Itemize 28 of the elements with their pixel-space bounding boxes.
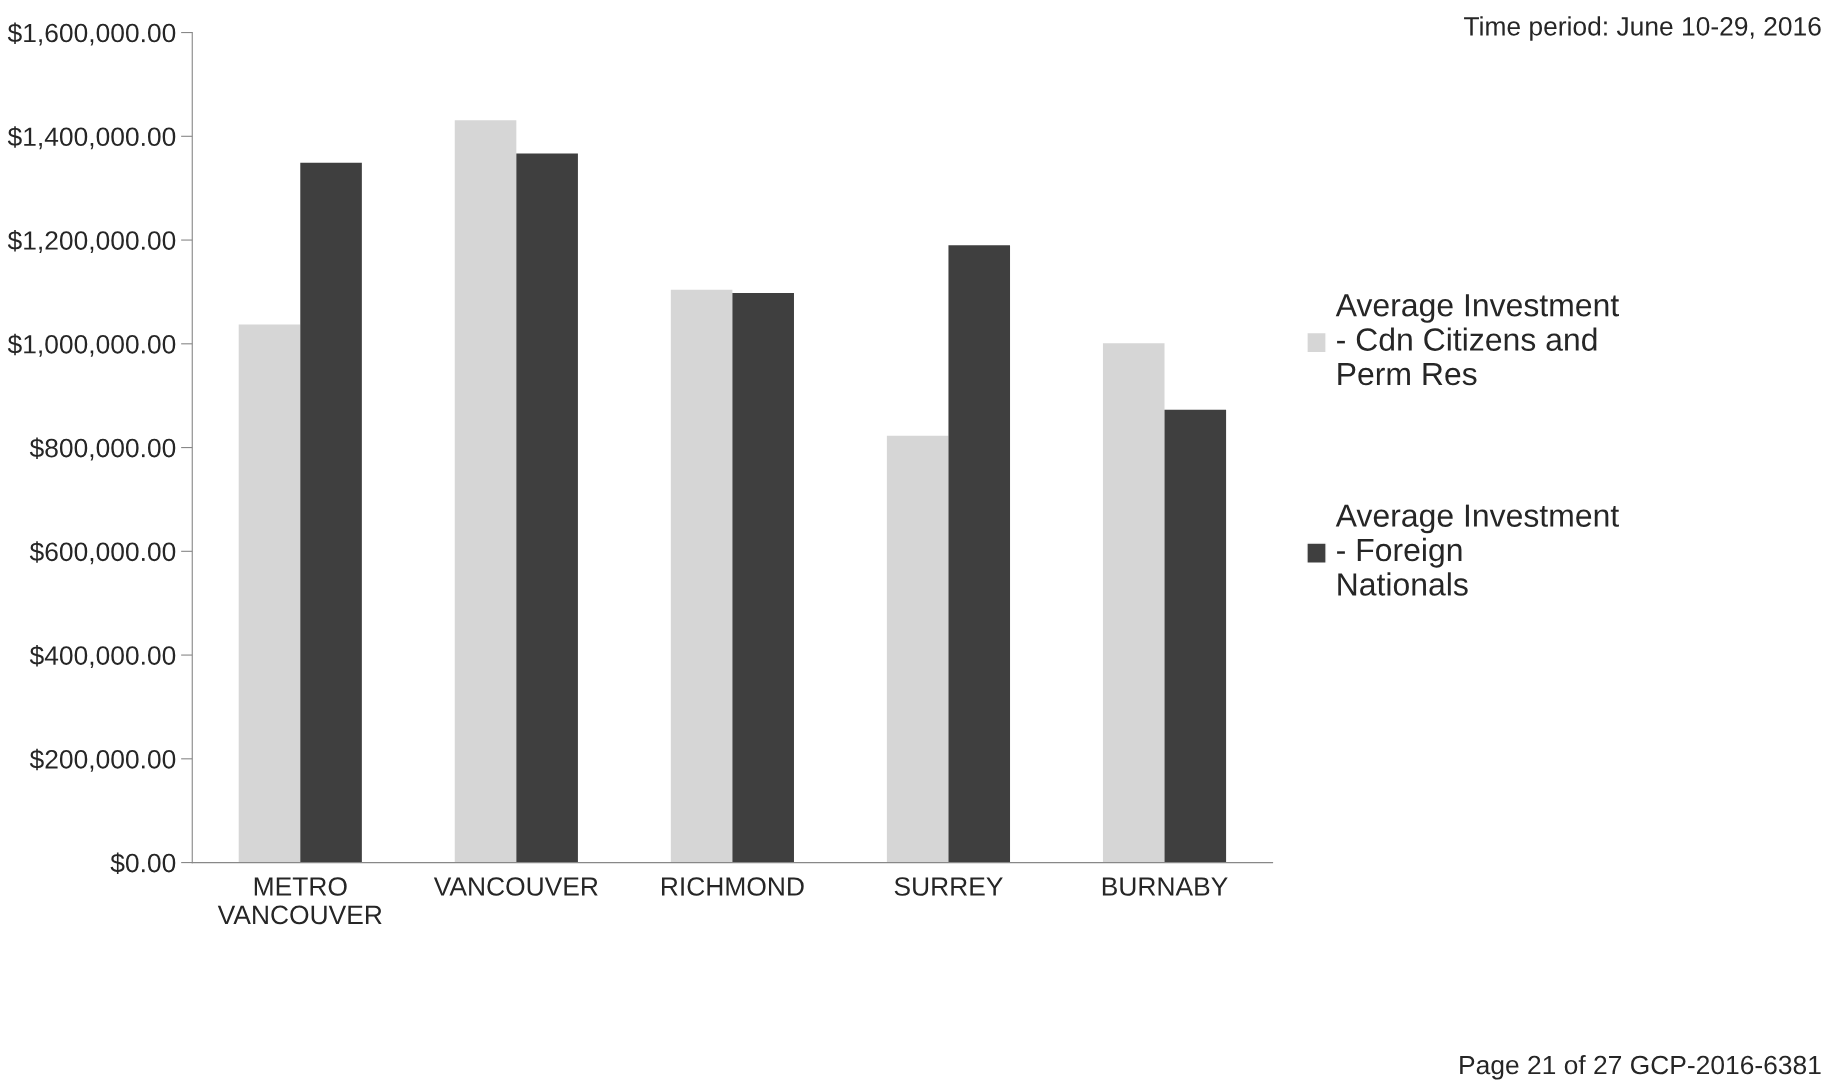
y-tick-label: $800,000.00 [29, 437, 176, 461]
y-tick-label: $1,400,000.00 [7, 126, 176, 150]
y-tick-label: $400,000.00 [29, 645, 176, 669]
y-tick-label: $1,600,000.00 [7, 22, 176, 46]
y-tick-label: $1,200,000.00 [7, 230, 176, 253]
bar [670, 289, 733, 863]
x-tick-label: BURNABY [1102, 877, 1228, 896]
y-tick-label: $200,000.00 [29, 748, 176, 772]
x-tick-label: SURREY [894, 877, 1003, 896]
y-tick-label: $1,000,000.00 [7, 333, 176, 357]
x-tick-label: VANCOUVER [433, 877, 598, 896]
bar [1102, 343, 1165, 863]
y-tick-label: $600,000.00 [29, 541, 176, 565]
legend-label: Average Investment - Cdn Citizens and Perm Res [1335, 294, 1619, 386]
bar [238, 324, 301, 863]
bar [1164, 409, 1227, 863]
bar [516, 153, 578, 863]
bar [454, 120, 517, 863]
bar [886, 435, 949, 863]
legend-label: Average Investment - Foreign Nationals [1335, 504, 1619, 596]
bar [732, 292, 794, 863]
x-tick-label: RICHMOND [662, 877, 804, 896]
bar [300, 162, 362, 863]
y-tick-label: $0.00 [110, 852, 176, 874]
text: Page 21 of 27 GCP-2016-6381 [1460, 1055, 1821, 1080]
text: Time period: June 10-29, 2016 [1464, 16, 1821, 41]
x-tick-label: METRO VANCOUVER [217, 877, 382, 925]
bar [948, 245, 1011, 863]
